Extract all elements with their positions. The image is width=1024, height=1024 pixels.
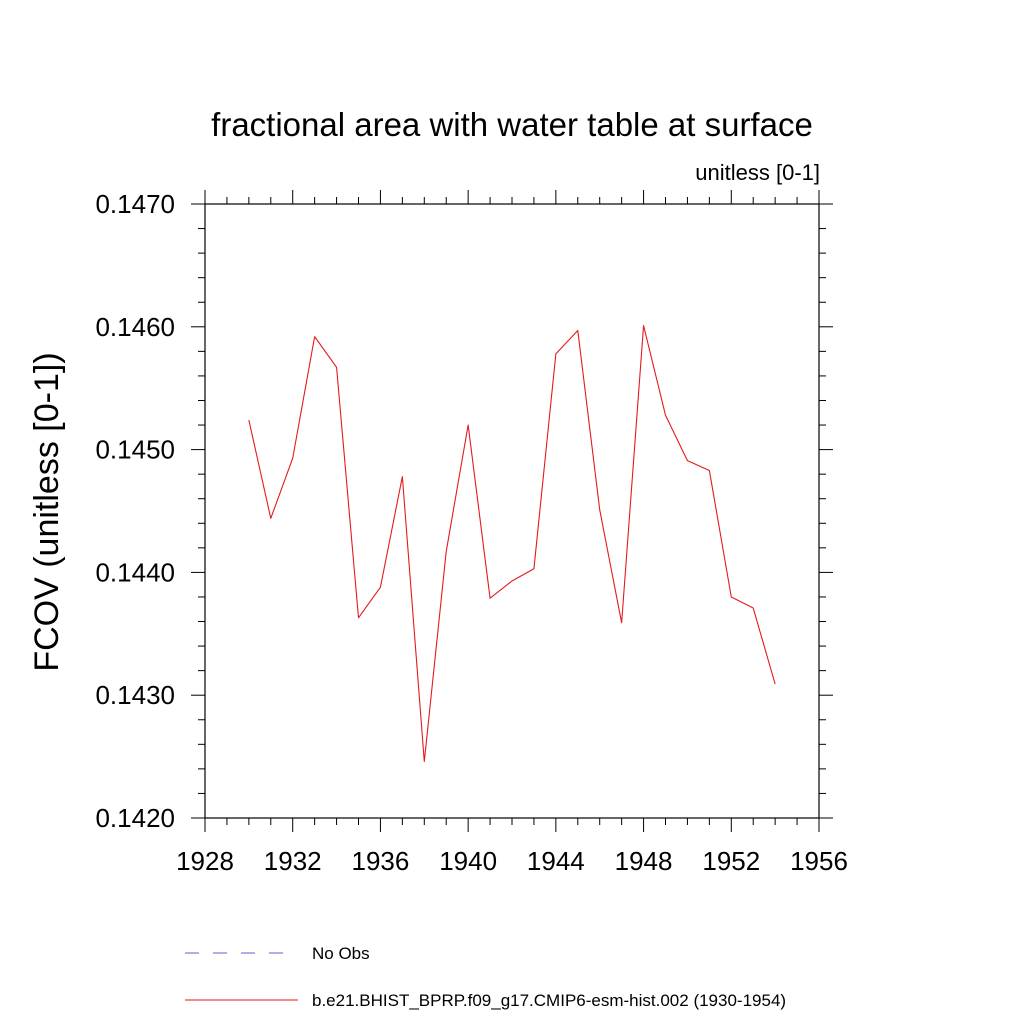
y-tick-label: 0.1430 bbox=[95, 680, 175, 710]
y-tick-label: 0.1420 bbox=[95, 803, 175, 833]
chart-title: fractional area with water table at surf… bbox=[211, 106, 813, 143]
x-tick-label: 1932 bbox=[264, 846, 322, 876]
units-label: unitless [0-1] bbox=[695, 160, 820, 185]
axis-tick-labels: 1928 1932 1936 1940 1944 1948 1952 1956 0.1420 0.… bbox=[95, 189, 847, 876]
x-tick-label: 1940 bbox=[439, 846, 497, 876]
y-tick-label: 0.1460 bbox=[95, 312, 175, 342]
x-tick-label: 1956 bbox=[790, 846, 848, 876]
axis-ticks bbox=[191, 190, 833, 832]
series-layer bbox=[248, 325, 776, 763]
y-tick-label: 0.1470 bbox=[95, 189, 175, 219]
legend: No Obs b.e21.BHIST_BPRP.f09_g17.CMIP6-esm… bbox=[185, 944, 786, 1010]
x-tick-label: 1952 bbox=[702, 846, 760, 876]
x-tick-label: 1928 bbox=[176, 846, 234, 876]
legend-label-0: No Obs bbox=[312, 944, 370, 963]
x-tick-label: 1944 bbox=[527, 846, 585, 876]
y-tick-label: 0.1440 bbox=[95, 557, 175, 587]
x-tick-label: 1936 bbox=[352, 846, 410, 876]
series-line-0 bbox=[248, 325, 776, 763]
y-axis-label: FCOV (unitless [0-1]) bbox=[28, 352, 66, 671]
y-tick-label: 0.1450 bbox=[95, 435, 175, 465]
x-tick-label: 1948 bbox=[615, 846, 673, 876]
plot-frame bbox=[204, 203, 820, 819]
legend-label-1: b.e21.BHIST_BPRP.f09_g17.CMIP6-esm-hist.… bbox=[312, 991, 786, 1010]
